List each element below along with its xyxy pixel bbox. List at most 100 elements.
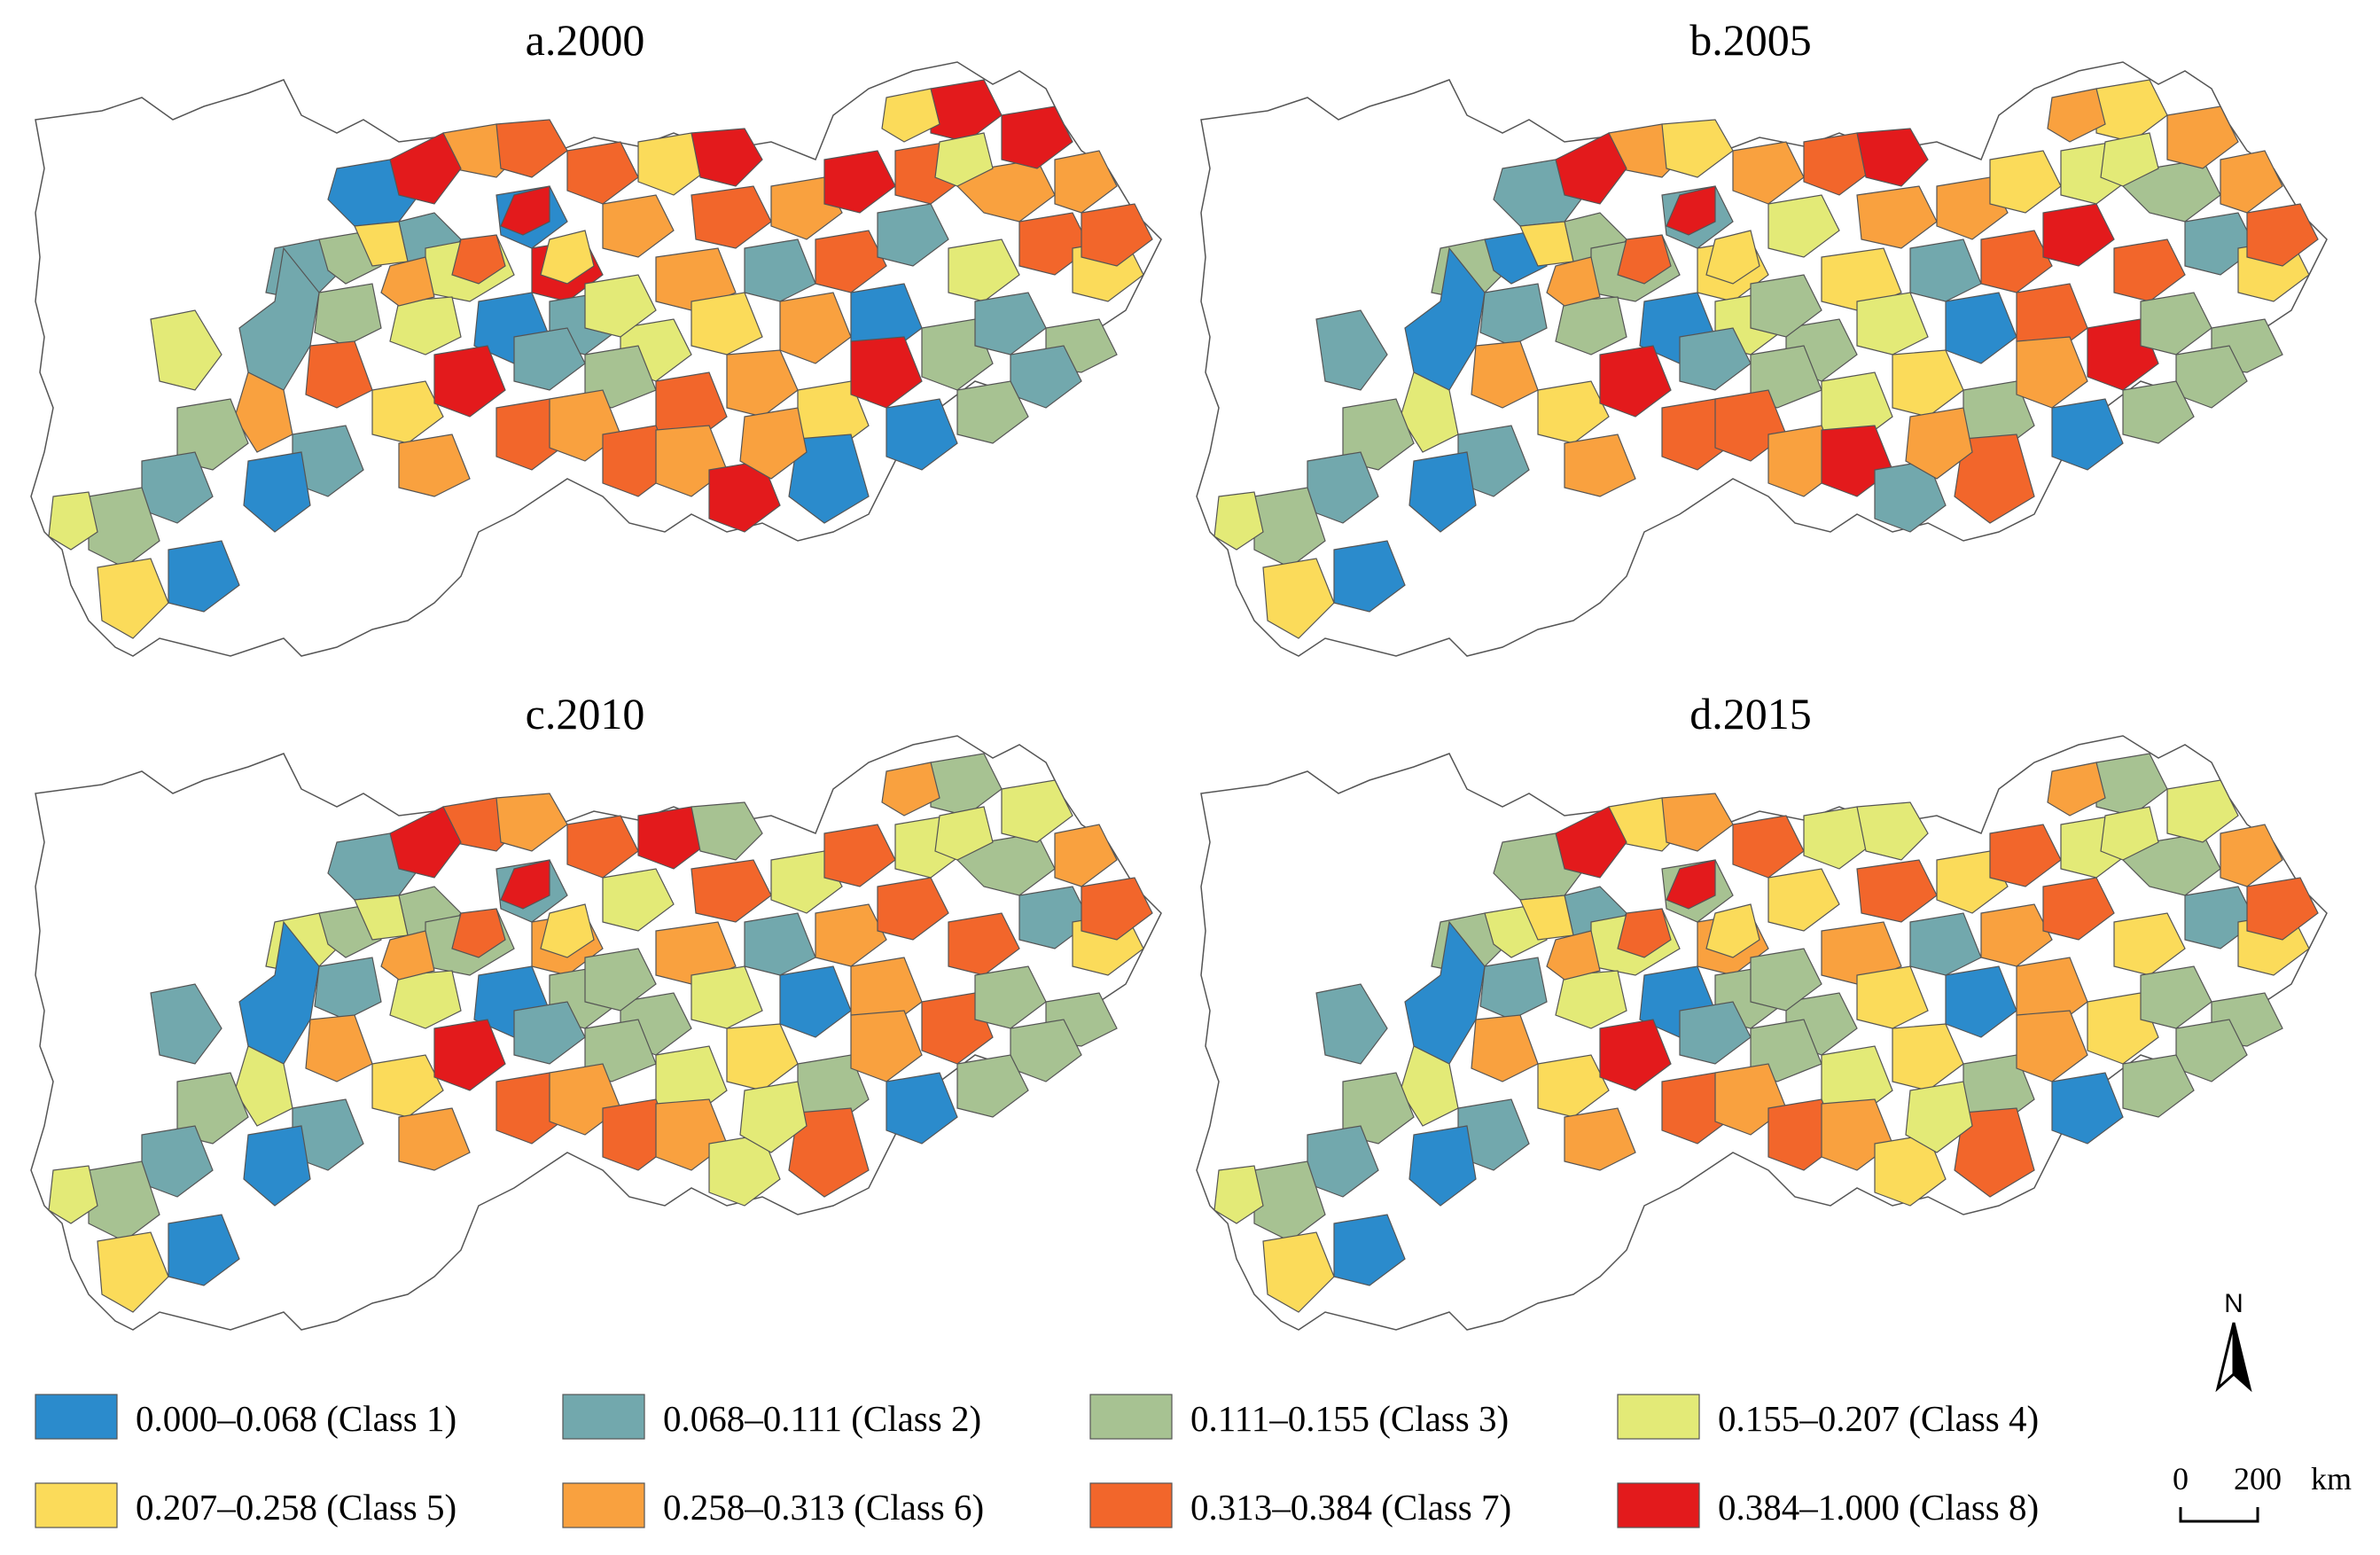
region: [1054, 824, 1118, 887]
region: [637, 132, 710, 196]
region: [739, 1081, 808, 1153]
region: [1400, 371, 1459, 453]
region: [1705, 903, 1760, 958]
region: [691, 185, 772, 249]
region: [389, 970, 462, 1029]
north-arrow-right-half: [2232, 1322, 2252, 1393]
legend-label-class-2: 0.068–0.111 (Class 2): [663, 1398, 981, 1439]
region: [1679, 1001, 1752, 1065]
region: [886, 398, 958, 471]
region: [2047, 762, 2106, 817]
region: [2016, 336, 2088, 409]
region: [496, 793, 568, 852]
legend-label-class-8: 0.384–1.000 (Class 8): [1718, 1487, 2039, 1528]
region: [1471, 340, 1539, 409]
region: [305, 1014, 373, 1082]
region: [243, 1125, 311, 1207]
region: [1750, 274, 1822, 338]
region: [1081, 877, 1153, 941]
region: [2220, 150, 2283, 214]
region: [1617, 234, 1672, 285]
region: [1537, 380, 1610, 444]
region: [2166, 105, 2239, 169]
region: [1892, 1023, 1964, 1091]
region: [1054, 150, 1118, 214]
region: [398, 434, 471, 497]
legend-swatch-class-8: [1617, 1482, 1700, 1528]
region: [1555, 806, 1627, 879]
region: [1856, 859, 1938, 923]
region: [877, 203, 949, 267]
region: [602, 194, 675, 258]
region: [371, 1054, 444, 1118]
map-title-c: c.2010: [526, 689, 645, 738]
region: [1803, 132, 1876, 196]
region: [1954, 434, 2035, 524]
region: [726, 1023, 799, 1091]
region: [1408, 1125, 1477, 1207]
region: [1315, 309, 1388, 391]
region: [788, 434, 870, 524]
region: [1546, 256, 1601, 307]
region: [168, 540, 240, 613]
region: [2113, 912, 2186, 976]
region: [1905, 407, 1973, 480]
region: [1253, 487, 1326, 568]
region: [1471, 1014, 1539, 1082]
region: [1856, 185, 1938, 249]
region: [540, 903, 595, 958]
north-arrow: N: [2215, 1289, 2252, 1393]
map-title-b: b.2005: [1689, 15, 1812, 65]
region: [637, 806, 710, 870]
scale-distance-label: 200: [2234, 1461, 2282, 1496]
region: [2166, 779, 2239, 843]
map-title-a: a.2000: [526, 15, 645, 65]
region: [726, 349, 799, 418]
region: [779, 292, 852, 364]
region: [1001, 105, 1073, 169]
legend-label-class-1: 0.000–0.068 (Class 1): [136, 1398, 456, 1439]
legend-swatch-class-1: [35, 1394, 118, 1440]
region: [881, 762, 940, 817]
region: [1980, 903, 2053, 967]
region: [974, 965, 1047, 1029]
region: [934, 132, 994, 187]
region: [566, 141, 639, 205]
region: [739, 407, 808, 480]
region: [1666, 185, 1716, 236]
scale-unit-label: km: [2311, 1461, 2352, 1496]
region: [1001, 779, 1073, 843]
region: [1555, 970, 1627, 1029]
region: [1661, 793, 1734, 852]
region: [1537, 1054, 1610, 1118]
region: [1767, 194, 1840, 258]
scale-zero-label: 0: [2173, 1461, 2189, 1496]
region: [602, 868, 675, 932]
region: [1479, 283, 1548, 347]
region: [1750, 948, 1822, 1012]
north-label: N: [2224, 1289, 2243, 1318]
legend-swatch-class-2: [562, 1394, 645, 1440]
region: [1989, 824, 2062, 887]
region: [2122, 1054, 2195, 1118]
region: [974, 292, 1047, 356]
legend: 0.000–0.068 (Class 1) 0.068–0.111 (Class …: [35, 1394, 2039, 1528]
region: [956, 1054, 1029, 1118]
region: [1617, 908, 1672, 958]
region: [1081, 203, 1153, 267]
region: [540, 230, 595, 285]
region: [823, 824, 896, 887]
region: [1564, 1107, 1636, 1171]
map-panel-b: [1196, 61, 2328, 657]
region: [1555, 132, 1627, 205]
region: [243, 451, 311, 533]
region: [584, 948, 657, 1012]
region: [2047, 88, 2106, 143]
region: [1856, 965, 1929, 1029]
region: [1333, 540, 1406, 613]
region: [788, 1107, 870, 1198]
region: [1679, 327, 1752, 391]
region: [584, 274, 657, 338]
region: [513, 1001, 586, 1065]
